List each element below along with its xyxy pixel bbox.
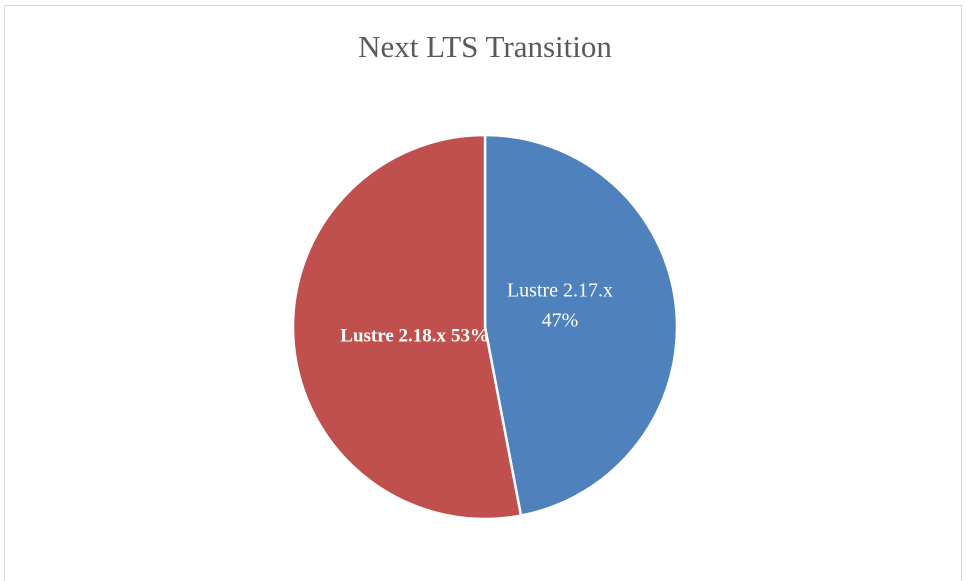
slice-label-value: 47% (542, 310, 579, 332)
pie-slice (483, 133, 679, 517)
slice-label-value: 53% (451, 325, 489, 346)
pie-slice (291, 133, 523, 521)
chart-title: Next LTS Transition (358, 29, 612, 64)
slice-label-name: Lustre 2.18.x (340, 325, 446, 346)
slice-label-name: Lustre 2.17.x (507, 280, 613, 302)
